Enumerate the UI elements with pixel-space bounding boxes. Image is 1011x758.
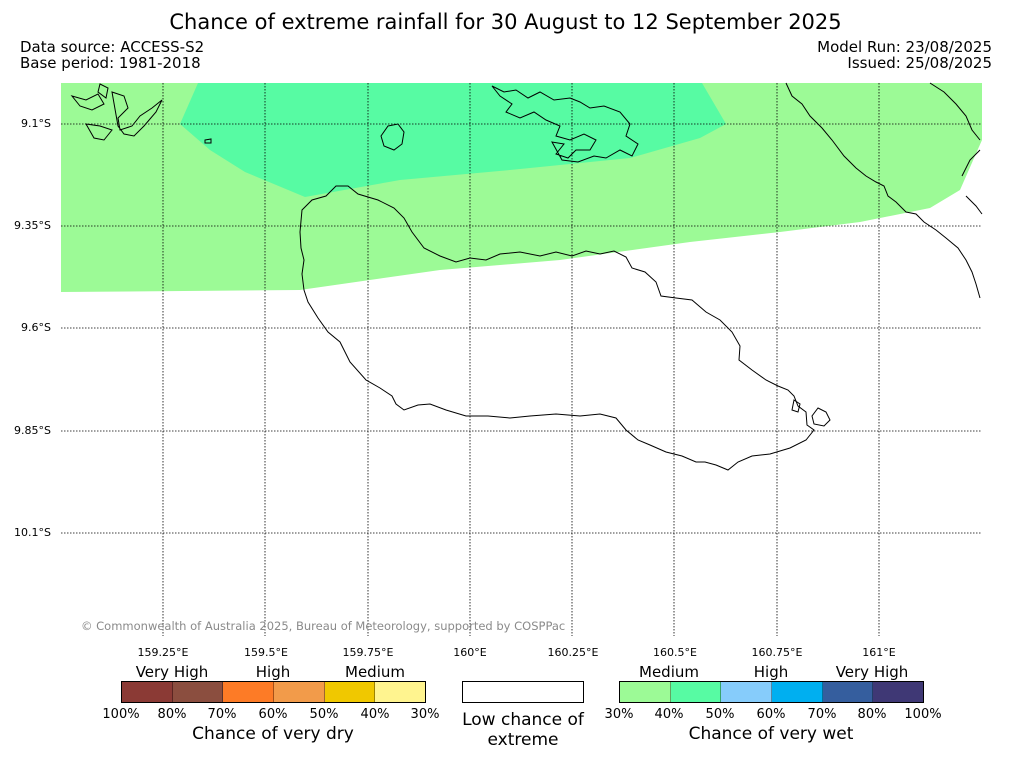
copyright-notice: © Commonwealth of Australia 2025, Bureau…	[81, 619, 566, 633]
graticule	[61, 83, 982, 636]
legend-dry-tick: 30%	[410, 707, 440, 722]
legend-wet-swatch-6	[873, 682, 924, 702]
data-source-block: Data source: ACCESS-S2 Base period: 1981…	[20, 39, 204, 71]
island-coastline-russell	[70, 83, 163, 141]
lon-label: 161°E	[862, 646, 896, 659]
island-coastline-savo	[380, 123, 405, 151]
legend-wet-swatch-5	[822, 682, 874, 702]
lon-label: 159.25°E	[137, 646, 189, 659]
legend-low-chance-swatch	[462, 681, 584, 703]
legend-wet-swatch-1	[620, 682, 671, 702]
legend-dry-tick: 100%	[102, 707, 140, 722]
legend-dry-caption: Chance of very dry	[192, 724, 354, 744]
data-source-text: Data source: ACCESS-S2	[20, 38, 205, 56]
legend-low-chance-caption: Low chance of extreme	[462, 710, 584, 750]
lat-label: 9.35°S	[14, 219, 51, 232]
legend-dry-swatch-1	[122, 682, 173, 702]
legend-dry-tick: 80%	[157, 707, 187, 722]
legend-dry-category: Very High	[135, 663, 209, 681]
legend-dry-swatch-5	[324, 682, 376, 702]
issued-text: Issued: 25/08/2025	[847, 54, 992, 72]
legend-wet-swatch-2	[670, 682, 722, 702]
lat-label: 9.6°S	[21, 321, 51, 334]
lat-label: 9.85°S	[14, 424, 51, 437]
island-coastline-east-islet-2	[791, 399, 801, 413]
legend-dry-tick: 60%	[258, 707, 288, 722]
legend-dry-colorbar	[121, 681, 426, 703]
lon-label: 160°E	[453, 646, 487, 659]
legend-wet-tick: 40%	[654, 707, 684, 722]
legend-wet-category: Medium	[639, 663, 699, 681]
legend-dry-tick: 70%	[207, 707, 237, 722]
lon-label: 160.25°E	[547, 646, 599, 659]
island-coastline-east-islet	[811, 407, 831, 427]
legend-dry-swatch-6	[375, 682, 426, 702]
legend-dry-tick: 40%	[360, 707, 390, 722]
legend-wet-colorbar	[619, 681, 924, 703]
legend-dry-swatch-2	[172, 682, 224, 702]
legend-wet-tick: 50%	[705, 707, 735, 722]
island-coastline-malaita-edge	[929, 82, 981, 141]
legend-wet-category: High	[753, 663, 789, 681]
legend-wet-tick: 80%	[857, 707, 887, 722]
base-period-text: Base period: 1981-2018	[20, 54, 201, 72]
lon-label: 160.5°E	[653, 646, 697, 659]
legend-dry-category: Medium	[345, 663, 405, 681]
legend-wet-tick: 60%	[756, 707, 786, 722]
legend-wet-swatch-4	[772, 682, 823, 702]
legend-wet-tick: 100%	[904, 707, 942, 722]
legend-wet-caption: Chance of very wet	[688, 724, 854, 744]
zone-medium-40-50	[180, 83, 726, 197]
legend-wet-tick: 70%	[807, 707, 837, 722]
legend-dry-swatch-4	[274, 682, 325, 702]
lon-label: 160.75°E	[751, 646, 803, 659]
model-run-text: Model Run: 23/08/2025	[817, 38, 992, 56]
lon-label: 159.5°E	[244, 646, 288, 659]
lat-label: 10.1°S	[14, 526, 51, 539]
legend-wet-swatch-3	[721, 682, 773, 702]
legend-wet-tick: 30%	[604, 707, 634, 722]
legend-dry-swatch-3	[223, 682, 275, 702]
chart-title: Chance of extreme rainfall for 30 August…	[169, 10, 842, 34]
model-run-block: Model Run: 23/08/2025 Issued: 25/08/2025	[817, 39, 992, 71]
legend-wet-category: Very High	[835, 663, 909, 681]
lon-label: 159.75°E	[342, 646, 394, 659]
legend-dry-tick: 50%	[309, 707, 339, 722]
island-coastline-small-islet	[204, 138, 212, 144]
lat-label: 9.1°S	[21, 117, 51, 130]
legend-dry-category: High	[255, 663, 291, 681]
